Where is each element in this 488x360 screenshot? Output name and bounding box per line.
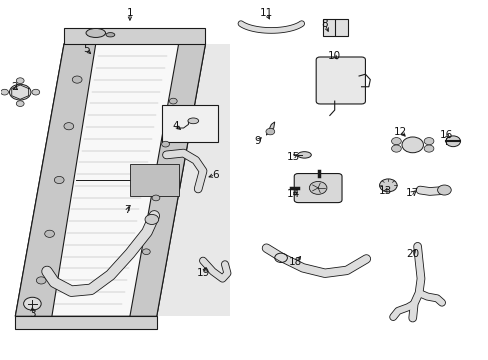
- Text: 16: 16: [439, 130, 452, 140]
- Text: 11: 11: [259, 8, 272, 18]
- FancyBboxPatch shape: [323, 19, 347, 36]
- Text: 9: 9: [254, 136, 261, 145]
- Text: 6: 6: [211, 170, 218, 180]
- Ellipse shape: [106, 33, 115, 37]
- Ellipse shape: [187, 118, 198, 124]
- Circle shape: [437, 185, 450, 195]
- Text: 18: 18: [288, 257, 302, 267]
- FancyBboxPatch shape: [316, 57, 365, 104]
- Text: 13: 13: [379, 186, 392, 196]
- Circle shape: [401, 137, 423, 153]
- Circle shape: [142, 249, 150, 255]
- Circle shape: [0, 89, 8, 95]
- Ellipse shape: [86, 28, 105, 37]
- Text: 12: 12: [393, 127, 407, 136]
- Polygon shape: [15, 44, 229, 316]
- Polygon shape: [15, 44, 205, 316]
- Circle shape: [309, 181, 326, 194]
- Circle shape: [36, 277, 46, 284]
- Circle shape: [9, 84, 31, 100]
- Polygon shape: [15, 316, 157, 329]
- Circle shape: [145, 215, 158, 225]
- Circle shape: [32, 89, 40, 95]
- Circle shape: [54, 176, 64, 184]
- Circle shape: [423, 138, 433, 145]
- Text: 14: 14: [286, 189, 299, 199]
- Text: 17: 17: [405, 188, 419, 198]
- FancyBboxPatch shape: [161, 105, 217, 142]
- Circle shape: [379, 179, 396, 192]
- Polygon shape: [266, 122, 274, 135]
- FancyBboxPatch shape: [294, 174, 341, 203]
- Circle shape: [23, 297, 41, 310]
- Circle shape: [391, 145, 401, 152]
- Text: 7: 7: [124, 206, 130, 216]
- Circle shape: [265, 129, 274, 135]
- Circle shape: [64, 123, 74, 130]
- Circle shape: [16, 101, 24, 107]
- Text: 19: 19: [196, 268, 209, 278]
- Circle shape: [72, 76, 82, 83]
- Text: 5: 5: [82, 44, 89, 54]
- Circle shape: [44, 230, 54, 237]
- Circle shape: [445, 136, 460, 147]
- Polygon shape: [130, 164, 178, 196]
- Text: 4: 4: [173, 121, 179, 131]
- Circle shape: [169, 98, 177, 104]
- Circle shape: [423, 145, 433, 152]
- Circle shape: [162, 141, 169, 147]
- Text: 20: 20: [406, 248, 418, 258]
- Circle shape: [152, 195, 160, 201]
- Circle shape: [391, 138, 401, 145]
- Text: 2: 2: [11, 82, 18, 92]
- Ellipse shape: [297, 152, 311, 158]
- Circle shape: [16, 78, 24, 84]
- Text: 10: 10: [327, 51, 341, 61]
- Polygon shape: [64, 28, 205, 44]
- Text: 1: 1: [126, 8, 133, 18]
- Text: 8: 8: [321, 19, 327, 29]
- Text: 3: 3: [29, 310, 36, 319]
- Text: 15: 15: [286, 152, 299, 162]
- Polygon shape: [15, 44, 96, 316]
- Polygon shape: [130, 44, 205, 316]
